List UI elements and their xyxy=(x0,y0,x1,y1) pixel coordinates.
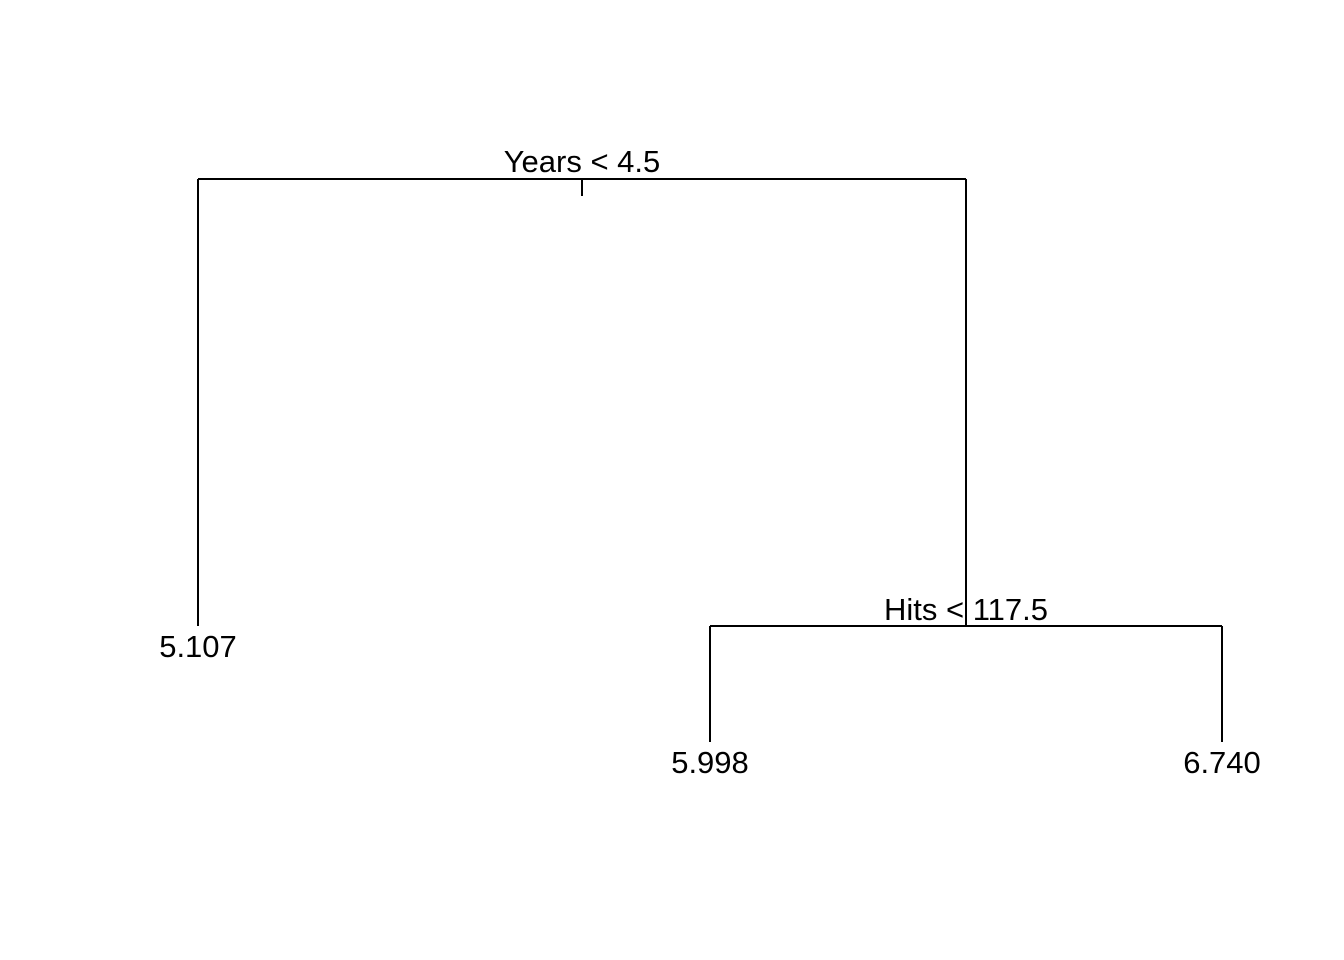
hits-split-label: Hits < 117.5 xyxy=(884,592,1048,627)
leaf-left-value: 5.107 xyxy=(159,629,237,664)
leaf-right-value: 6.740 xyxy=(1183,745,1261,780)
leaf-middle-value: 5.998 xyxy=(671,745,749,780)
root-split-node: Years < 4.5 xyxy=(198,144,966,196)
root-split-label: Years < 4.5 xyxy=(504,144,661,179)
hits-split-node: Hits < 117.5 xyxy=(710,592,1222,627)
